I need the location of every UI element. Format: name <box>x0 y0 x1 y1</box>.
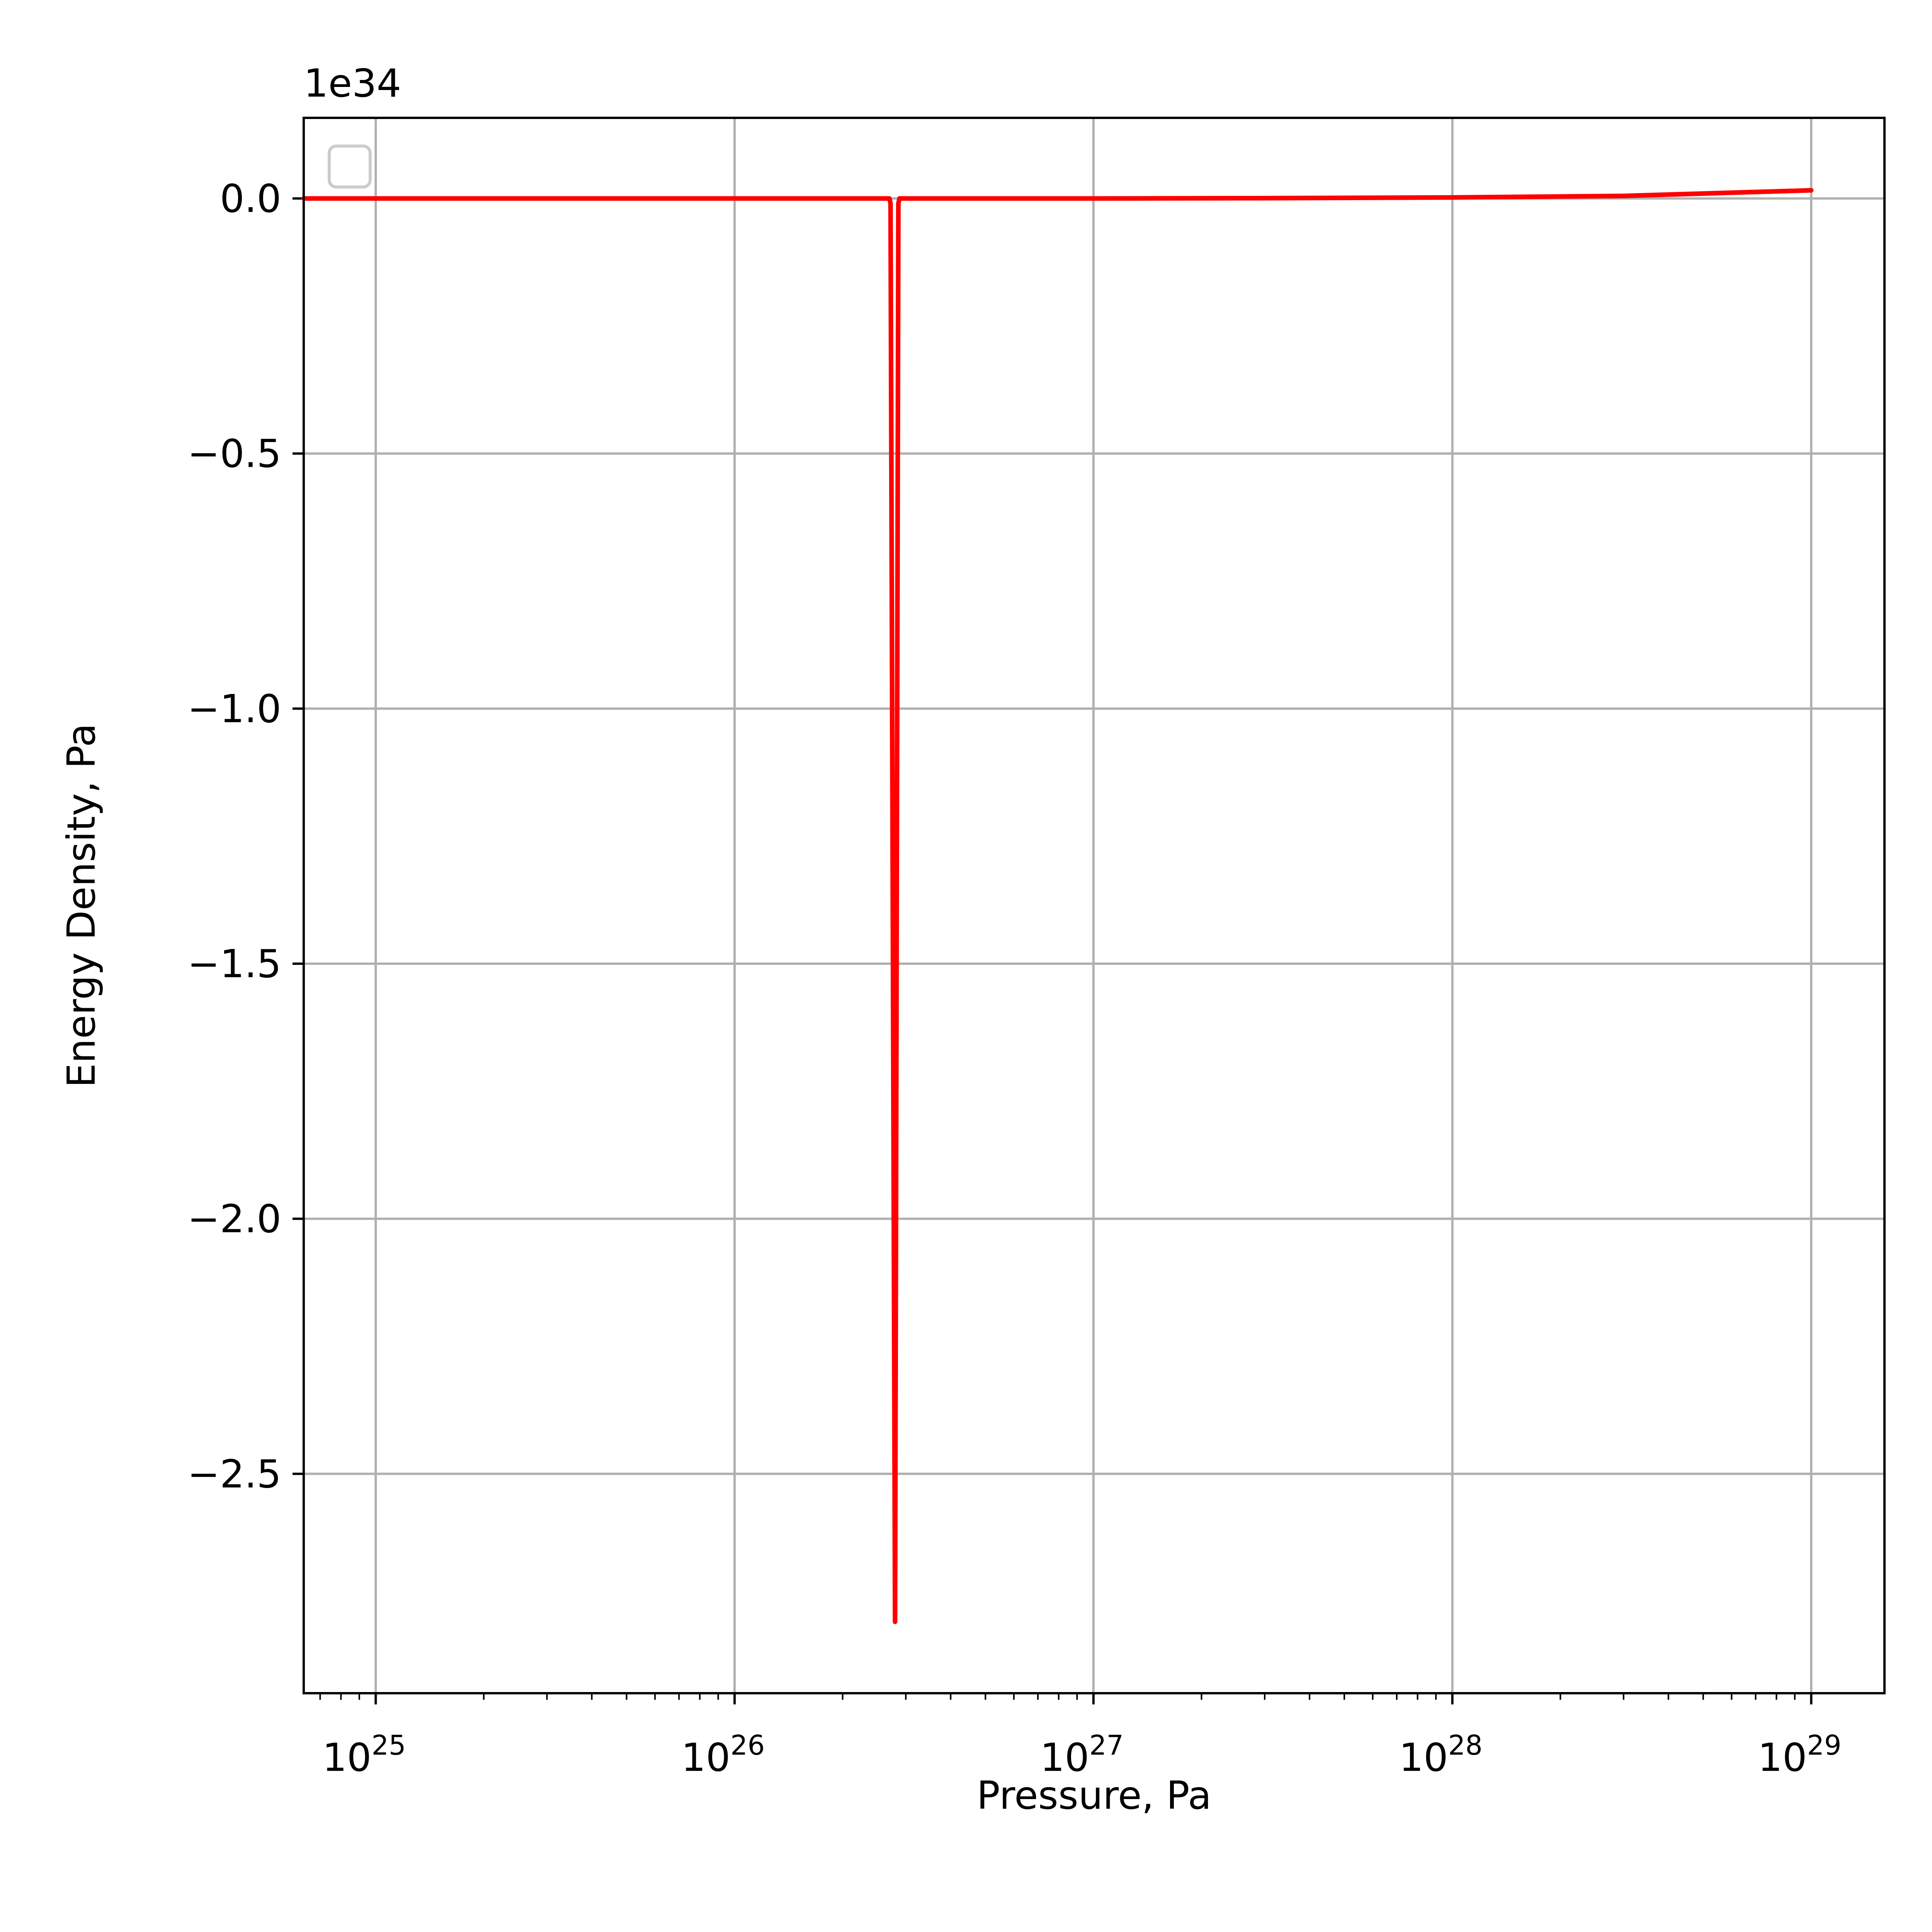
x-tick-label-exponent: 29 <box>1807 1730 1842 1761</box>
x-tick-label-base: 10 <box>322 1735 371 1780</box>
x-tick-label-exponent: 25 <box>371 1730 406 1761</box>
series-line-0 <box>301 188 1814 1624</box>
major-ticks <box>293 197 1813 1704</box>
y-tick-label: −0.5 <box>187 431 281 476</box>
x-tick-label-base: 10 <box>1399 1735 1448 1780</box>
x-tick-label: 1025 <box>322 1730 406 1780</box>
y-tick-label: −1.5 <box>187 941 281 986</box>
y-tick-label: −2.0 <box>187 1196 281 1242</box>
x-tick-label-base: 10 <box>1040 1735 1089 1780</box>
plot-area <box>301 188 1814 1624</box>
y-tick-label: 0.0 <box>220 176 281 221</box>
x-tick-label-base: 10 <box>1758 1735 1807 1780</box>
y-offset-label: 1e34 <box>304 61 401 106</box>
legend-box <box>328 145 372 189</box>
y-tick-label: −2.5 <box>187 1451 281 1497</box>
y-axis-label: Energy Density, Pa <box>59 723 104 1088</box>
x-tick-label-exponent: 27 <box>1089 1730 1124 1761</box>
x-tick-label: 1029 <box>1758 1730 1841 1780</box>
y-tick-label: −1.0 <box>187 686 281 731</box>
x-axis-label: Pressure, Pa <box>977 1773 1212 1818</box>
y-tick-labels: 0.0 −0.5 −1.0 −1.5 −2.0 −2.5 <box>187 176 281 1497</box>
x-tick-label-base: 10 <box>681 1735 730 1780</box>
x-tick-label: 1028 <box>1399 1730 1482 1780</box>
axes-frame <box>303 117 1886 1694</box>
x-tick-label-exponent: 26 <box>730 1730 765 1761</box>
x-tick-label-exponent: 28 <box>1448 1730 1483 1761</box>
x-tick-labels: 1025 1026 1027 1028 1029 <box>322 1730 1841 1780</box>
x-tick-label: 1026 <box>681 1730 765 1780</box>
x-tick-label: 1027 <box>1040 1730 1124 1780</box>
